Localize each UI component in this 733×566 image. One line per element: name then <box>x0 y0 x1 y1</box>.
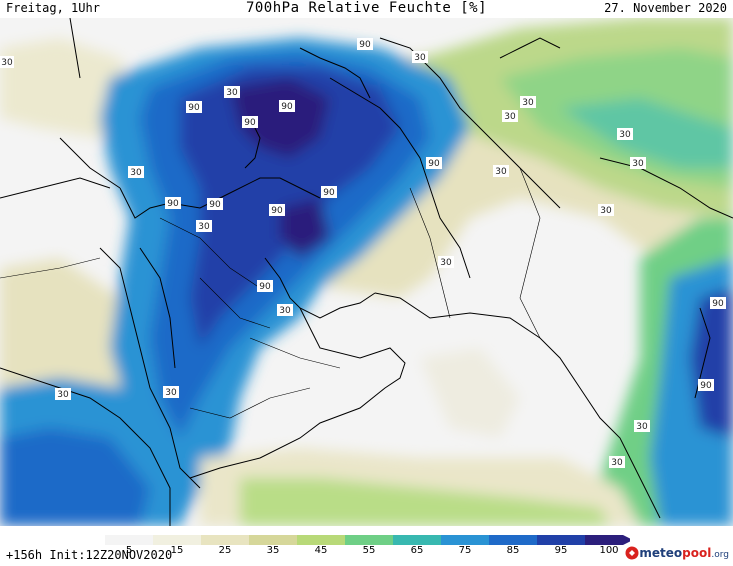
svg-text:90: 90 <box>271 206 283 216</box>
contour-label: 30 <box>438 256 454 268</box>
svg-text:30: 30 <box>600 206 612 216</box>
svg-text:30: 30 <box>504 112 516 122</box>
contour-label: 30 <box>493 165 509 177</box>
colorbar: 5 15 25 35 45 55 65 75 85 95 100 <box>105 531 633 556</box>
colorbar-segment <box>345 535 393 545</box>
svg-text:30: 30 <box>611 458 623 468</box>
contour-label: 30 <box>617 128 633 140</box>
colorbar-tick-label: 45 <box>314 545 328 556</box>
contour-label: 30 <box>196 220 212 232</box>
humidity-map: 90 90 90 90 90 90 90 90 90 90 90 90 30 3… <box>0 18 733 526</box>
svg-text:90: 90 <box>712 299 724 309</box>
svg-text:30: 30 <box>226 88 238 98</box>
svg-text:30: 30 <box>165 388 177 398</box>
map-canvas: 90 90 90 90 90 90 90 90 90 90 90 90 30 3… <box>0 18 733 526</box>
colorbar-tick-label: 95 <box>554 545 568 556</box>
svg-text:90: 90 <box>428 159 440 169</box>
svg-text:30: 30 <box>619 130 631 140</box>
colorbar-tick-label: 85 <box>506 545 520 556</box>
svg-text:30: 30 <box>57 390 69 400</box>
svg-text:30: 30 <box>636 422 648 432</box>
colorbar-tick-label: 35 <box>266 545 280 556</box>
colorbar-tick-label: 15 <box>170 545 184 556</box>
svg-text:90: 90 <box>209 200 221 210</box>
colorbar-segment <box>297 535 345 545</box>
run-info: +156h Init:12Z20NOV2020 <box>6 548 173 562</box>
contour-label: 90 <box>321 186 337 198</box>
colorbar-segment <box>105 535 153 545</box>
contour-label: 30 <box>630 157 646 169</box>
svg-text:90: 90 <box>188 103 200 113</box>
contour-label: 30 <box>520 96 536 108</box>
svg-text:30: 30 <box>198 222 210 232</box>
colorbar-tick-label: 100 <box>599 545 619 556</box>
contour-label: 90 <box>279 100 295 112</box>
footer-bar: 5 15 25 35 45 55 65 75 85 95 100 +156h Init:12Z20N… <box>0 526 733 566</box>
colorbar-tick-label: 5 <box>125 545 133 556</box>
svg-text:90: 90 <box>259 282 271 292</box>
valid-time: Freitag, 1Uhr <box>6 1 100 15</box>
humidity-field <box>0 18 733 526</box>
colorbar-segment <box>489 535 537 545</box>
contour-label: 30 <box>634 420 650 432</box>
svg-text:30: 30 <box>1 58 13 68</box>
header-bar: Freitag, 1Uhr 700hPa Relative Feuchte [%… <box>0 0 733 18</box>
contour-label: 30 <box>0 56 14 68</box>
contour-label: 90 <box>207 198 223 210</box>
country-borders <box>0 167 541 419</box>
contour-label: 30 <box>598 204 614 216</box>
colorbar-segment <box>537 535 585 545</box>
svg-text:90: 90 <box>167 199 179 209</box>
svg-text:90: 90 <box>700 381 712 391</box>
svg-text:30: 30 <box>414 53 426 63</box>
colorbar-segment <box>393 535 441 545</box>
contour-label: 90 <box>257 280 273 292</box>
colorbar-segment <box>153 535 201 545</box>
contour-label: 90 <box>186 101 202 113</box>
colorbar-tick-label: 25 <box>218 545 232 556</box>
colorbar-segment <box>201 535 249 545</box>
colorbar-tick-label: 55 <box>362 545 376 556</box>
svg-text:30: 30 <box>495 167 507 177</box>
svg-text:90: 90 <box>281 102 293 112</box>
contour-label: 90 <box>357 38 373 50</box>
meteopool-logo[interactable]: meteopool.org <box>625 546 729 560</box>
svg-text:90: 90 <box>359 40 371 50</box>
contour-labels: 90 90 90 90 90 90 90 90 90 90 90 90 30 3… <box>0 38 726 468</box>
svg-text:30: 30 <box>279 306 291 316</box>
svg-text:30: 30 <box>440 258 452 268</box>
colorbar-segment <box>249 535 297 545</box>
svg-text:30: 30 <box>632 159 644 169</box>
colorbar-segment <box>441 535 489 545</box>
contour-label: 30 <box>224 86 240 98</box>
forecast-date: 27. November 2020 <box>604 1 727 15</box>
colorbar-ramp <box>105 535 633 545</box>
colorbar-tick-label: 75 <box>458 545 472 556</box>
contour-label: 30 <box>277 304 293 316</box>
colorbar-arrow <box>623 535 633 545</box>
contour-label: 90 <box>426 157 442 169</box>
svg-text:90: 90 <box>244 118 256 128</box>
svg-text:30: 30 <box>522 98 534 108</box>
colorbar-tick-label: 65 <box>410 545 424 556</box>
contour-label: 30 <box>128 166 144 178</box>
contour-label: 30 <box>609 456 625 468</box>
contour-label: 90 <box>710 297 726 309</box>
svg-text:30: 30 <box>130 168 142 178</box>
contour-label: 90 <box>698 379 714 391</box>
logo-icon <box>625 546 639 560</box>
map-title: 700hPa Relative Feuchte [%] <box>245 0 488 16</box>
contour-label: 90 <box>269 204 285 216</box>
contour-label: 30 <box>502 110 518 122</box>
contour-label: 90 <box>242 116 258 128</box>
logo-text: meteopool.org <box>639 546 729 560</box>
contour-label: 30 <box>163 386 179 398</box>
contour-label: 90 <box>165 197 181 209</box>
svg-text:90: 90 <box>323 188 335 198</box>
colorbar-segment <box>585 535 623 545</box>
contour-label: 30 <box>412 51 428 63</box>
contour-label: 30 <box>55 388 71 400</box>
coastlines <box>0 18 733 526</box>
